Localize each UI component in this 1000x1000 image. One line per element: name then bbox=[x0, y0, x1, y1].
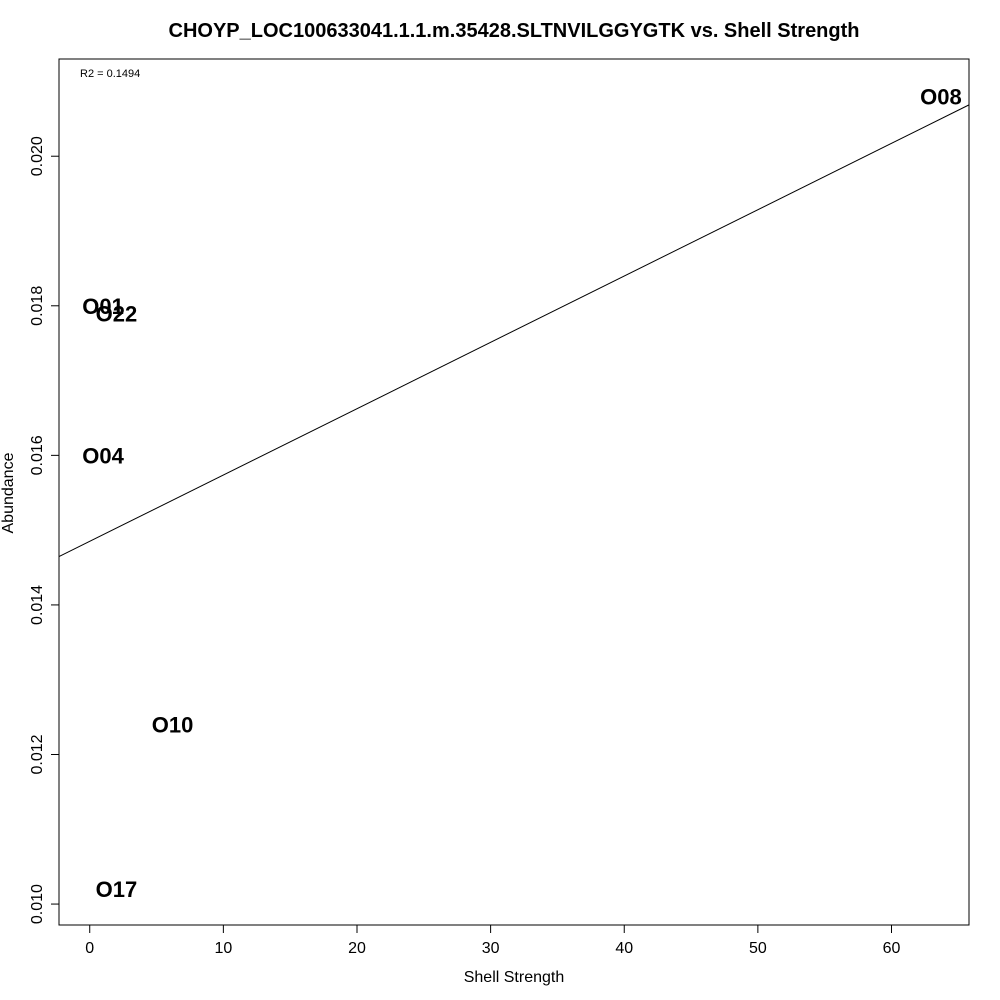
y-tick-label: 0.012 bbox=[29, 734, 46, 774]
plot-frame bbox=[58, 58, 970, 926]
y-tick-label: 0.014 bbox=[29, 585, 46, 625]
point-label-o08: O08 bbox=[920, 84, 962, 109]
x-tick-label: 60 bbox=[883, 940, 901, 957]
point-label-o04: O04 bbox=[82, 443, 124, 468]
x-axis: 0 10 20 30 40 50 60 bbox=[85, 924, 901, 957]
x-tick-label: 30 bbox=[482, 940, 500, 957]
regression-line bbox=[58, 104, 970, 558]
x-tick-label: 0 bbox=[85, 940, 94, 957]
chart-title: CHOYP_LOC100633041.1.1.m.35428.SLTNVILGG… bbox=[169, 20, 860, 42]
x-tick-label: 10 bbox=[214, 940, 232, 957]
x-axis-label: Shell Strength bbox=[464, 969, 565, 986]
y-tick-label: 0.018 bbox=[29, 286, 46, 326]
y-tick-label: 0.020 bbox=[29, 136, 46, 176]
x-tick-label: 50 bbox=[749, 940, 767, 957]
point-label-o10: O10 bbox=[152, 713, 194, 738]
r2-annotation: R2 = 0.1494 bbox=[80, 68, 140, 80]
y-axis-label: Abundance bbox=[0, 452, 17, 533]
x-tick-label: 40 bbox=[615, 940, 633, 957]
x-tick-label: 20 bbox=[348, 940, 366, 957]
point-label-o17: O17 bbox=[96, 877, 138, 902]
point-label-o22: O22 bbox=[96, 301, 138, 326]
y-axis: 0.010 0.012 0.014 0.016 0.018 0.020 bbox=[29, 136, 60, 924]
y-tick-label: 0.016 bbox=[29, 435, 46, 475]
point-label-o01: O01 bbox=[82, 294, 124, 319]
y-tick-label: 0.010 bbox=[29, 884, 46, 924]
